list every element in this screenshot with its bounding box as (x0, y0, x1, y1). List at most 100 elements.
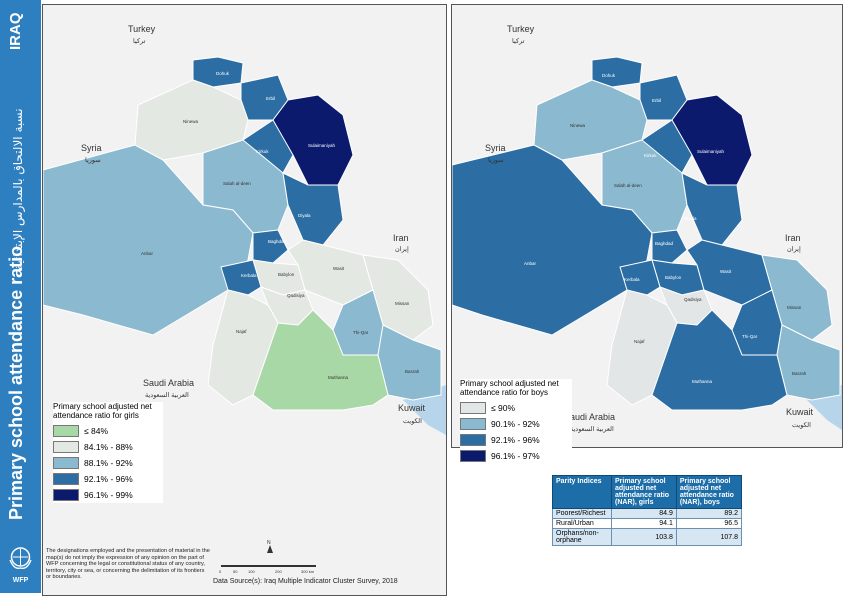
province-anbar (452, 144, 653, 336)
label-syria-ar: سوريا (85, 156, 101, 164)
north-arrow: N (267, 540, 273, 553)
label-sulaimaniyah: Sulaimaniyah (697, 149, 725, 154)
label-kirkuk: Kirkuk (644, 153, 657, 158)
legend-swatch (53, 441, 79, 453)
province-baghdad (252, 229, 289, 264)
label-sulaimaniyah: Sulaimaniyah (308, 143, 336, 148)
label-iran-ar: إيران (787, 245, 801, 253)
country-title: IRAQ (7, 12, 24, 51)
label-qadisiya: Qadisiya (684, 297, 702, 302)
province-muthanna (651, 309, 788, 411)
legend-girls-item: 88.1% - 92% (53, 455, 163, 471)
label-erbil: Erbil (266, 96, 275, 101)
table-row: Rural/Urban 94.1 96.5 (551, 518, 743, 529)
legend-girls: Primary school adjusted net attendance r… (53, 402, 163, 503)
table-cell: Rural/Urban (551, 518, 613, 529)
table-cell: 94.1 (611, 518, 677, 529)
label-ninewa: Ninewa (183, 119, 199, 124)
legend-boys-title: Primary school adjusted net attendance r… (460, 379, 559, 397)
label-baghdad: Baghdad (655, 241, 674, 246)
label-salah-al-deen: Salah al-deen (614, 183, 642, 188)
label-baghdad: Baghdad (268, 239, 287, 244)
label-najaf: Najaf (634, 339, 645, 344)
legend-label: 96.1% - 97% (491, 451, 540, 461)
label-kerbala: Kerbala (624, 277, 640, 282)
sidebar: IRAQ نسبة الالتحاق بالمدارس الإبتدائية P… (0, 0, 41, 593)
legend-label: ≤ 84% (84, 426, 109, 436)
label-kuwait: Kuwait (786, 407, 814, 417)
label-thi-qar: Thi-Qar (742, 334, 758, 339)
legend-girls-title: Primary school adjusted net attendance r… (53, 402, 152, 420)
legend-boys-item: 90.1% - 92% (460, 416, 572, 432)
legend-girls-item: 96.1% - 99% (53, 487, 163, 503)
legend-girls-item: ≤ 84% (53, 423, 163, 439)
label-thi-qar: Thi-Qar (353, 330, 369, 335)
table-cell: 107.8 (675, 528, 743, 546)
legend-label: 88.1% - 92% (84, 458, 133, 468)
province-diyala (681, 172, 743, 246)
legend-girls-item: 92.1% - 96% (53, 471, 163, 487)
scale-bar-line (221, 565, 316, 567)
table-row: Orphans/non-orphane 103.8 107.8 (551, 528, 743, 546)
legend-swatch (53, 457, 79, 469)
scale-label-100: 100 (248, 569, 255, 574)
map-panel-boys: Turkey تركيا Syria سوريا Iran إيران Saud… (451, 4, 843, 448)
label-saudi-arabia: Saudi Arabia (564, 412, 615, 422)
label-kuwait: Kuwait (398, 403, 426, 413)
label-najaf: Najaf (236, 329, 247, 334)
label-syria: Syria (485, 143, 506, 153)
table-cell: 89.2 (675, 508, 743, 519)
province-baghdad (651, 229, 688, 264)
label-kerbala: Kerbala (241, 273, 257, 278)
legend-label: ≤ 90% (491, 403, 516, 413)
label-turkey-ar: تركيا (512, 37, 525, 45)
label-missan: Missan (395, 301, 410, 306)
label-diyala: Diyala (684, 216, 697, 221)
legend-label: 92.1% - 96% (84, 474, 133, 484)
label-missan: Missan (787, 305, 802, 310)
label-turkey: Turkey (507, 24, 535, 34)
legend-swatch (460, 402, 486, 414)
table-row: Poorest/Richest 84.9 89.2 (551, 508, 743, 519)
label-saudi-arabia-ar: العربية السعودية (570, 425, 614, 433)
label-saudi-arabia-ar: العربية السعودية (145, 391, 189, 399)
label-babylon: Babylon (278, 272, 295, 277)
north-label: N (267, 540, 271, 546)
boys-map: Turkey تركيا Syria سوريا Iran إيران Saud… (452, 5, 842, 447)
legend-swatch (460, 450, 486, 462)
label-iran: Iran (393, 233, 409, 243)
province-kerbala (619, 259, 661, 296)
scale-label-300: 300 km (301, 569, 315, 574)
province-anbar (43, 144, 254, 336)
label-saudi-arabia: Saudi Arabia (143, 378, 194, 388)
wfp-emblem-icon (9, 547, 32, 569)
scale-label-200: 200 (275, 569, 282, 574)
label-iran-ar: إيران (395, 245, 409, 253)
table-header: Primary school adjusted net attendance r… (675, 475, 743, 509)
legend-boys-item: 92.1% - 96% (460, 432, 572, 448)
label-ninewa: Ninewa (570, 123, 586, 128)
province-kerbala (220, 259, 262, 296)
label-syria-ar: سوريا (488, 156, 504, 164)
label-diyala: Diyala (298, 213, 311, 218)
label-qadisiya: Qadisiya (287, 293, 305, 298)
legend-swatch (460, 418, 486, 430)
label-kirkuk: Kirkuk (256, 149, 269, 154)
legend-swatch (53, 425, 79, 437)
label-anbar: Anbar (141, 251, 154, 256)
legend-label: 92.1% - 96% (491, 435, 540, 445)
legend-boys: Primary school adjusted net attendance r… (460, 379, 572, 464)
map-panel-girls: Turkey تركيا Syria سوريا Iran إيران Saud… (42, 4, 447, 596)
disclaimer: The designations employed and the presen… (46, 548, 210, 581)
legend-label: 84.1% - 88% (84, 442, 133, 452)
label-wasit: Wasit (720, 269, 732, 274)
province-muthanna (252, 309, 389, 411)
legend-swatch (53, 489, 79, 501)
label-anbar: Anbar (524, 261, 537, 266)
label-basrah: Basrah (405, 369, 420, 374)
label-basrah: Basrah (792, 371, 807, 376)
legend-label: 90.1% - 92% (491, 419, 540, 429)
legend-boys-item: 96.1% - 97% (460, 448, 572, 464)
scale-bar: 0 50 100 200 300 km (219, 565, 316, 574)
data-source: Data Source(s): Iraq Multiple Indicator … (213, 578, 398, 585)
